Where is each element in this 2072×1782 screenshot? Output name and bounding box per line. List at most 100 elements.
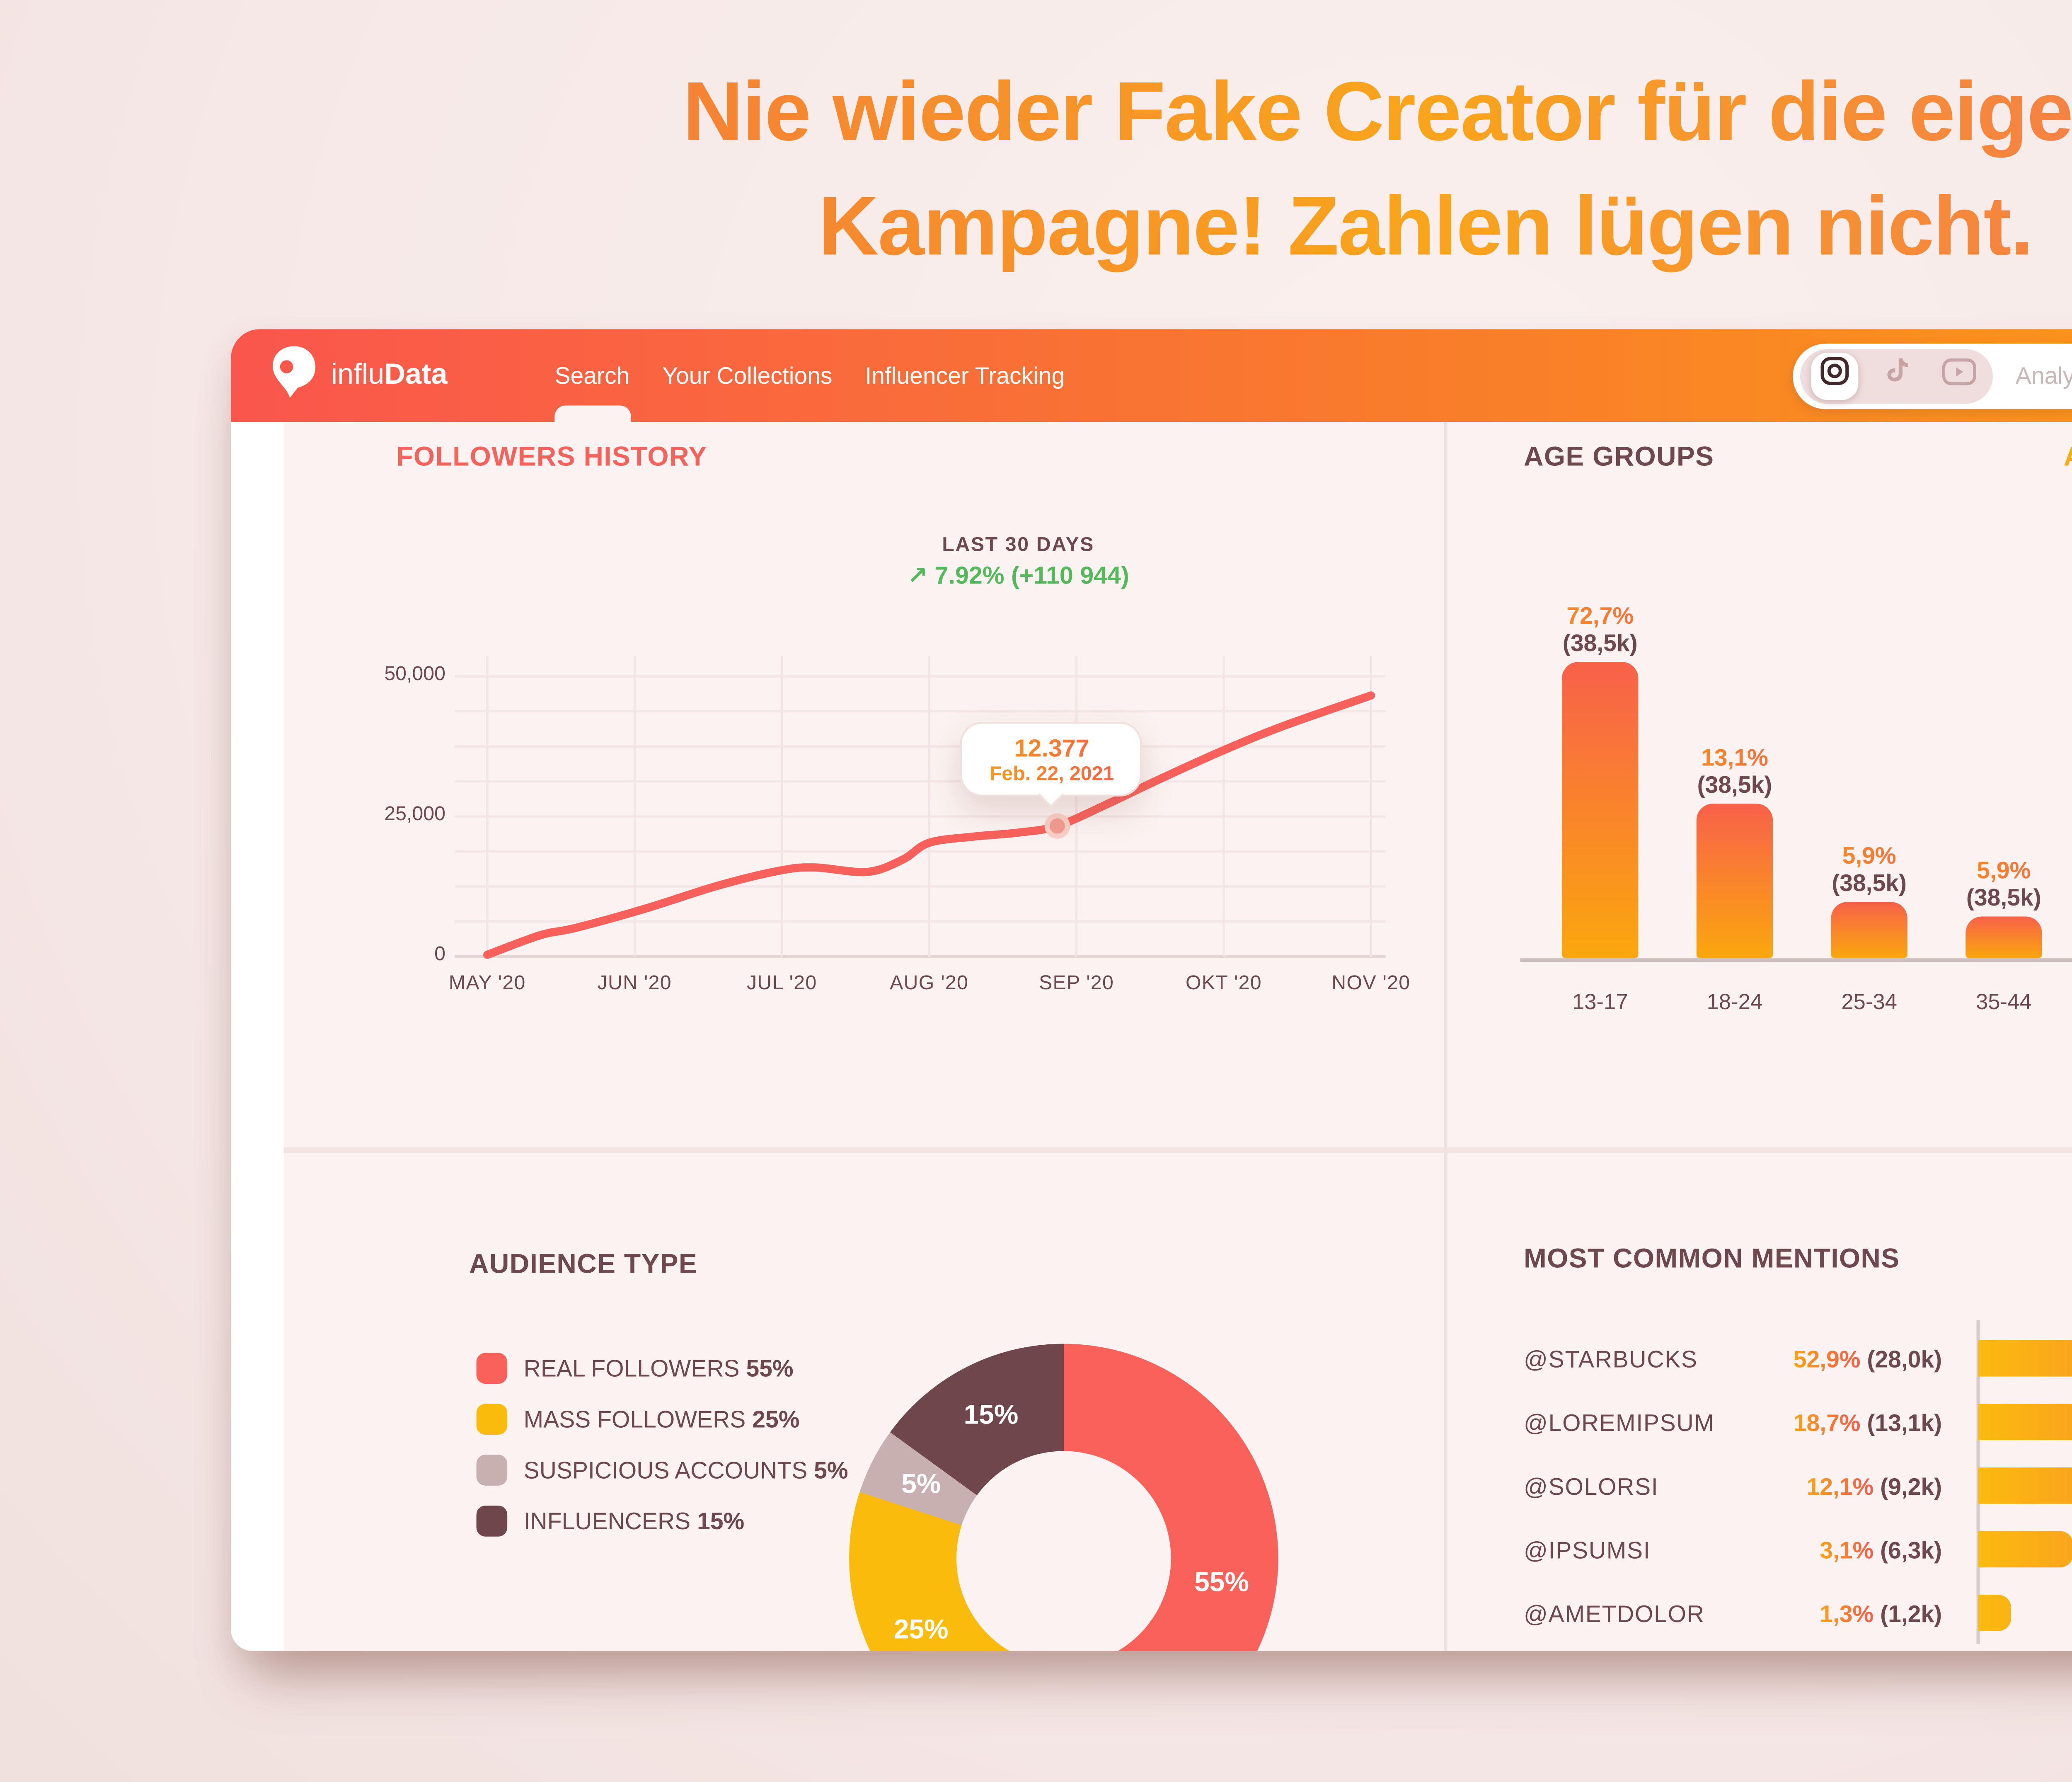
mention-row-ametdolor: @AMETDOLOR 1,3% (1,2k) xyxy=(1524,1588,2072,1639)
mention-row-ipsumsi: @IPSUMSI 3,1% (6,3k) xyxy=(1524,1524,2072,1575)
mention-count: (13,1k) xyxy=(1860,1409,1942,1437)
tooltip-date: Feb. 22, 2021 xyxy=(966,764,1137,786)
legend-label: MASS FOLLOWERS 25% xyxy=(523,1404,800,1432)
x-tick-label: MAY '20 xyxy=(449,973,526,995)
mention-percent: 1,3% xyxy=(1820,1600,1874,1628)
legend-label: INFLUENCERS 15% xyxy=(523,1506,745,1534)
mention-stat: 52,9% (28,0k) xyxy=(1794,1346,1942,1373)
mention-count: (1,2k) xyxy=(1874,1600,1942,1628)
mention-handle: @AMETDOLOR xyxy=(1523,1600,1705,1628)
donut-slice-label: 55% xyxy=(1194,1567,1249,1598)
period-label: LAST 30 DAYS xyxy=(942,535,1095,557)
age-bar-13-17 xyxy=(1562,662,1639,959)
instagram-icon xyxy=(1821,356,1850,395)
x-tick-label: OKT '20 xyxy=(1186,973,1262,995)
brand-logo[interactable]: influData xyxy=(271,344,448,406)
search-input[interactable] xyxy=(1994,362,2072,389)
mention-percent: 3,1% xyxy=(1820,1536,1874,1564)
mention-stat: 12,1% (9,2k) xyxy=(1806,1473,1942,1500)
headline-line-1: Nie wieder Fake Creator für die eigene xyxy=(683,63,2072,158)
legend-item-real-followers: REAL FOLLOWERS 55% xyxy=(476,1351,794,1384)
mention-count: (28,0k) xyxy=(1860,1345,1942,1373)
y-tick-label: 0 xyxy=(434,944,446,966)
top-navbar: influData Search Your Collections Influenc… xyxy=(231,329,2072,422)
audience-type-title: AUDIENCE TYPE xyxy=(469,1249,698,1281)
age-bar-percent-label: 5,9% xyxy=(1760,843,1978,869)
average-age-label: AVG. AGE IS 34 xyxy=(2064,442,2072,473)
infludata-logo-icon xyxy=(271,344,317,406)
nav-item-your-collections[interactable]: Your Collections xyxy=(662,362,833,389)
influencer-search-bar xyxy=(1794,343,2072,409)
dashboard-card: influData Search Your Collections Influenc… xyxy=(231,329,2072,1651)
headline-line-2: Kampagne! Zahlen lügen nicht. xyxy=(818,178,2033,273)
left-edge-strip xyxy=(231,421,284,1651)
age-bar-count-label: (38,5k) xyxy=(1697,771,1772,799)
mention-row-solorsi: @SOLORSI 12,1% (9,2k) xyxy=(1524,1460,2072,1511)
age-bar-count-label: (38,5k) xyxy=(1832,869,1907,897)
legend-swatch xyxy=(476,1454,508,1485)
mention-row-loremipsum: @LOREMIPSUM 18,7% (13,1k) xyxy=(1524,1397,2072,1448)
mention-bar xyxy=(1978,1531,2072,1568)
followers-line-chart xyxy=(454,656,1386,959)
legend-item-influencers: INFLUENCERS 15% xyxy=(476,1504,745,1537)
mention-handle: @STARBUCKS xyxy=(1523,1345,1698,1373)
mention-stat: 18,7% (13,1k) xyxy=(1794,1409,1942,1437)
age-category-label: 25-34 xyxy=(1841,989,1897,1015)
youtube-platform-button[interactable] xyxy=(1936,352,1983,399)
donut-slice-label: 5% xyxy=(901,1469,941,1501)
instagram-platform-button[interactable] xyxy=(1812,352,1859,399)
x-tick-label: AUG '20 xyxy=(890,973,969,995)
followers-history-title: FOLLOWERS HISTORY xyxy=(396,442,707,473)
age-bar-18-24 xyxy=(1696,804,1773,959)
headline: Nie wieder Fake Creator für die eigene K… xyxy=(0,55,2072,284)
tooltip-value: 12.377 xyxy=(966,735,1137,763)
legend-swatch xyxy=(476,1403,508,1434)
mention-percent: 18,7% xyxy=(1793,1409,1861,1437)
age-bar-25-34 xyxy=(1831,902,1907,959)
nav-item-influencer-tracking[interactable]: Influencer Tracking xyxy=(865,362,1065,389)
tiktok-icon xyxy=(1885,356,1910,395)
followers-history-stat: LAST 30 DAYS ↗ 7.92% (+110 944) xyxy=(782,535,1255,591)
brand-name: influData xyxy=(331,359,448,390)
legend-label: REAL FOLLOWERS 55% xyxy=(523,1353,794,1381)
nav-menu: Search Your Collections Influencer Trackin… xyxy=(538,329,1081,422)
vertical-divider xyxy=(1443,421,1447,1651)
mention-stat: 3,1% (6,3k) xyxy=(1820,1537,1942,1564)
age-bar-35-44 xyxy=(1965,916,2042,959)
mention-handle: @SOLORSI xyxy=(1523,1473,1659,1500)
legend-swatch xyxy=(476,1352,508,1383)
trend-up-icon: ↗ xyxy=(907,562,928,589)
mention-count: (6,3k) xyxy=(1874,1536,1942,1564)
age-bar-count-label: (38,5k) xyxy=(1966,884,2041,911)
growth-stat: ↗ 7.92% (+110 944) xyxy=(907,562,1129,589)
x-tick-label: NOV '20 xyxy=(1331,973,1411,995)
chart-tooltip: 12.377 Feb. 22, 2021 xyxy=(961,722,1143,797)
tiktok-platform-button[interactable] xyxy=(1874,352,1921,399)
age-bar-count-label: (38,5k) xyxy=(2029,898,2072,924)
age-bar-percent-label: 13,1% xyxy=(1626,745,1844,771)
mentions-title: MOST COMMON MENTIONS xyxy=(1523,1244,1900,1275)
x-tick-label: JUN '20 xyxy=(597,973,672,995)
horizontal-divider xyxy=(283,1147,2072,1153)
donut-slice-label: 15% xyxy=(963,1399,1019,1431)
donut-hole xyxy=(956,1451,1171,1651)
mention-handle: @LOREMIPSUM xyxy=(1523,1409,1715,1437)
mention-percent: 12,1% xyxy=(1806,1473,1874,1500)
mention-row-starbucks: @STARBUCKS 52,9% (28,0k) xyxy=(1524,1333,2072,1384)
mention-bar xyxy=(1978,1467,2072,1504)
age-groups-title: AGE GROUPS xyxy=(1523,442,1714,473)
age-category-label: 18-24 xyxy=(1706,989,1763,1015)
mention-stat: 1,3% (1,2k) xyxy=(1820,1600,1942,1627)
age-chart-baseline xyxy=(1520,958,2072,962)
audience-type-donut-chart: 55% 25% 5% 15% xyxy=(849,1344,1278,1651)
y-tick-label: 50,000 xyxy=(384,663,446,686)
age-bar-percent-label: 5,9% xyxy=(2029,871,2072,896)
y-tick-label: 25,000 xyxy=(384,804,446,826)
legend-item-suspicious-accounts: SUSPICIOUS ACCOUNTS 5% xyxy=(476,1453,848,1486)
nav-item-search[interactable]: Search xyxy=(538,329,646,422)
mention-bar xyxy=(1978,1595,2011,1631)
mention-bar xyxy=(1978,1404,2072,1441)
legend-item-mass-followers: MASS FOLLOWERS 25% xyxy=(476,1402,800,1435)
age-bar-percent-label: 72,7% xyxy=(1491,603,1709,629)
